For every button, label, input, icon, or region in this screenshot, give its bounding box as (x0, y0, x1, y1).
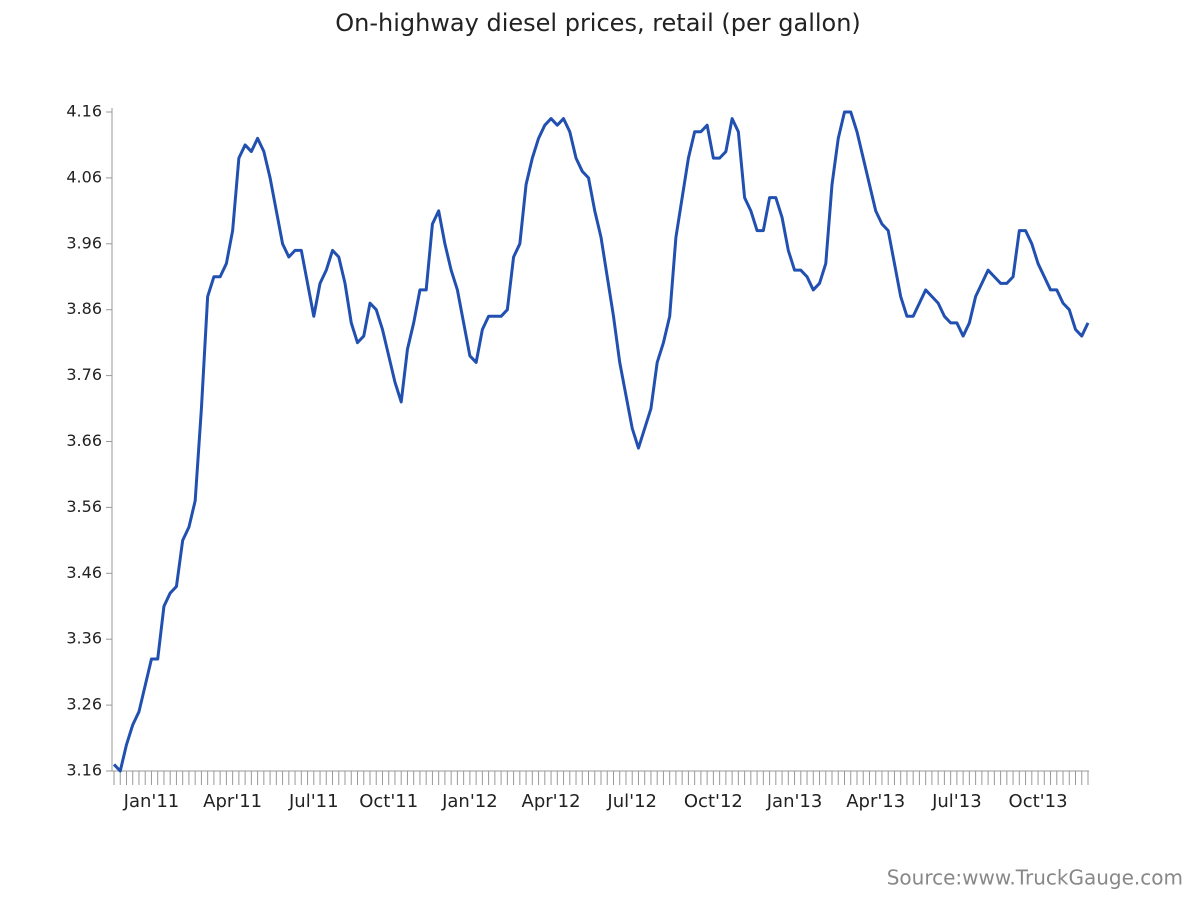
y-tick-label: 3.36 (66, 629, 102, 648)
x-tick-label: Apr'13 (846, 791, 905, 812)
y-tick-label: 4.16 (66, 102, 102, 121)
y-tick-label: 3.16 (66, 761, 102, 780)
x-tick-label: Oct'13 (1009, 791, 1068, 812)
x-tick-label: Jan'11 (123, 791, 180, 812)
y-tick-label: 3.86 (66, 299, 102, 318)
y-tick-label: 3.56 (66, 497, 102, 516)
x-tick-label: Apr'11 (203, 791, 262, 812)
x-tick-label: Jul'11 (288, 791, 339, 812)
x-tick-label: Oct'11 (359, 791, 418, 812)
y-tick-label: 4.06 (66, 167, 102, 186)
x-tick-label: Apr'12 (522, 791, 581, 812)
x-tick-label: Jul'12 (606, 791, 657, 812)
y-tick-label: 3.76 (66, 365, 102, 384)
x-tick-label: Jan'12 (441, 791, 498, 812)
y-tick-label: 3.26 (66, 695, 102, 714)
price-line (112, 110, 1090, 773)
chart-title: On-highway diesel prices, retail (per ga… (335, 9, 861, 37)
x-tick-label: Jan'13 (766, 791, 823, 812)
x-tick-label: Oct'12 (684, 791, 743, 812)
y-tick-label: 3.46 (66, 563, 102, 582)
y-tick-label: 3.66 (66, 431, 102, 450)
source-note: Source:www.TruckGauge.com (887, 866, 1183, 890)
y-tick-label: 3.96 (66, 233, 102, 252)
x-tick-label: Jul'13 (931, 791, 982, 812)
